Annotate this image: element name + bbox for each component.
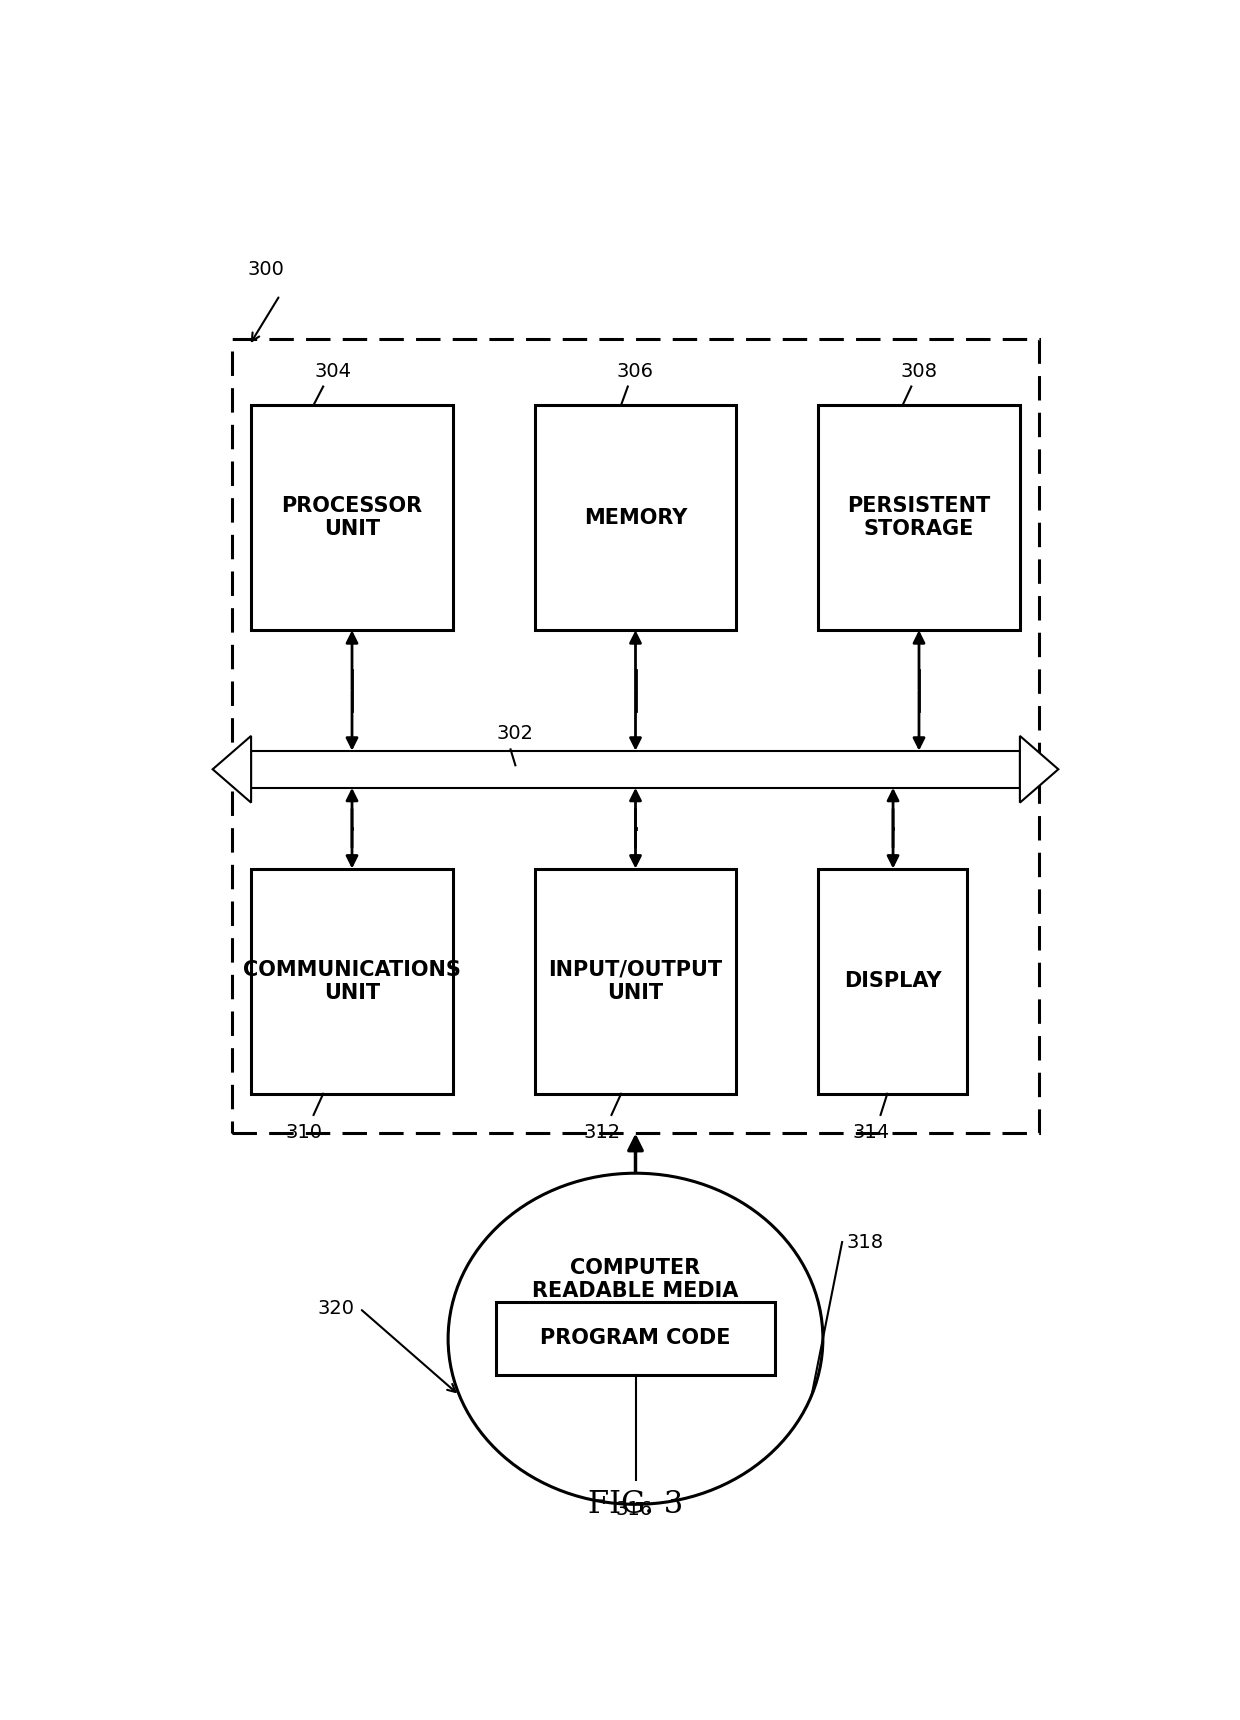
Text: PERSISTENT
STORAGE: PERSISTENT STORAGE <box>847 495 991 540</box>
Bar <box>496 1302 775 1374</box>
Text: 314: 314 <box>852 1123 889 1142</box>
Text: PROCESSOR
UNIT: PROCESSOR UNIT <box>281 495 423 540</box>
Text: 316: 316 <box>615 1500 652 1519</box>
Text: 318: 318 <box>847 1233 884 1252</box>
Bar <box>818 869 967 1094</box>
Bar <box>250 750 1019 788</box>
Text: MEMORY: MEMORY <box>584 507 687 528</box>
Text: 320: 320 <box>317 1299 355 1318</box>
Text: 310: 310 <box>285 1123 322 1142</box>
Text: COMPUTER
READABLE MEDIA: COMPUTER READABLE MEDIA <box>532 1257 739 1300</box>
Bar <box>534 869 737 1094</box>
Bar <box>534 404 737 630</box>
Text: DISPLAY: DISPLAY <box>843 972 941 991</box>
Bar <box>250 869 453 1094</box>
Text: 304: 304 <box>314 363 351 382</box>
FancyArrow shape <box>213 736 250 803</box>
Text: FIG. 3: FIG. 3 <box>588 1490 683 1520</box>
Bar <box>818 404 1019 630</box>
Text: PROGRAM CODE: PROGRAM CODE <box>541 1328 730 1348</box>
Text: INPUT/OUTPUT
UNIT: INPUT/OUTPUT UNIT <box>548 960 723 1003</box>
FancyArrow shape <box>1019 736 1058 803</box>
Text: 308: 308 <box>900 363 937 382</box>
Text: 300: 300 <box>247 260 284 279</box>
Text: COMMUNICATIONS
UNIT: COMMUNICATIONS UNIT <box>243 960 461 1003</box>
Bar <box>232 339 1039 1133</box>
Ellipse shape <box>448 1173 823 1505</box>
Text: 302: 302 <box>496 724 533 743</box>
Text: 312: 312 <box>583 1123 620 1142</box>
Text: 306: 306 <box>618 363 653 382</box>
Bar <box>250 404 453 630</box>
